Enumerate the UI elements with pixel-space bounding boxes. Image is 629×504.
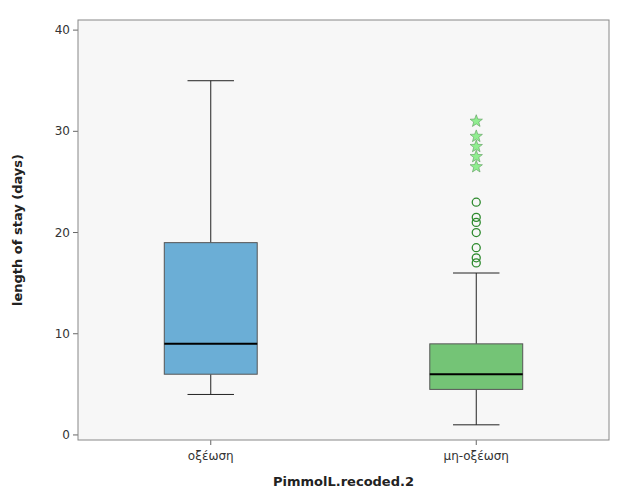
box — [164, 243, 257, 375]
marks — [164, 81, 522, 425]
tick-label: 20 — [55, 226, 70, 240]
outlier-star — [470, 115, 482, 127]
tick-mark — [210, 440, 211, 445]
outlier-circle — [472, 254, 480, 262]
whisker — [210, 81, 211, 243]
outlier-circle — [472, 198, 480, 206]
outlier-star — [470, 130, 482, 142]
whisker — [476, 273, 477, 344]
outlier-circle — [472, 229, 480, 237]
whisker-cap — [188, 80, 234, 81]
whisker — [210, 374, 211, 394]
y-axis-title: length of stay (days) — [10, 154, 25, 306]
tick-label: 30 — [55, 124, 70, 138]
tick-label: 10 — [55, 327, 70, 341]
tick-mark — [476, 440, 477, 445]
box — [430, 344, 523, 390]
tick-label: 0 — [62, 428, 70, 442]
plot-frame — [78, 20, 609, 440]
outlier-circle — [472, 213, 480, 221]
outlier-star — [470, 160, 482, 172]
tick-mark — [73, 232, 78, 233]
tick-mark — [73, 333, 78, 334]
plot-area — [78, 20, 609, 440]
chart: 0 10 20 30 40 οξέωση μη-οξέωση PimmolL.recoded.… — [0, 0, 629, 504]
category-label: οξέωση — [188, 449, 234, 463]
tick-mark — [73, 434, 78, 435]
category-label: μη-οξέωση — [444, 449, 509, 463]
outlier-star — [470, 140, 482, 152]
median — [430, 373, 523, 375]
outlier-circle — [472, 244, 480, 252]
tick-mark — [73, 131, 78, 132]
whisker — [476, 389, 477, 424]
whisker-cap — [453, 424, 499, 425]
x-axis-title: PimmolL.recoded.2 — [273, 474, 414, 489]
median — [164, 343, 257, 345]
outlier-star — [470, 150, 482, 162]
whisker-cap — [453, 273, 499, 274]
tick-mark — [73, 30, 78, 31]
tick-label: 40 — [55, 23, 70, 37]
whisker-cap — [188, 394, 234, 395]
